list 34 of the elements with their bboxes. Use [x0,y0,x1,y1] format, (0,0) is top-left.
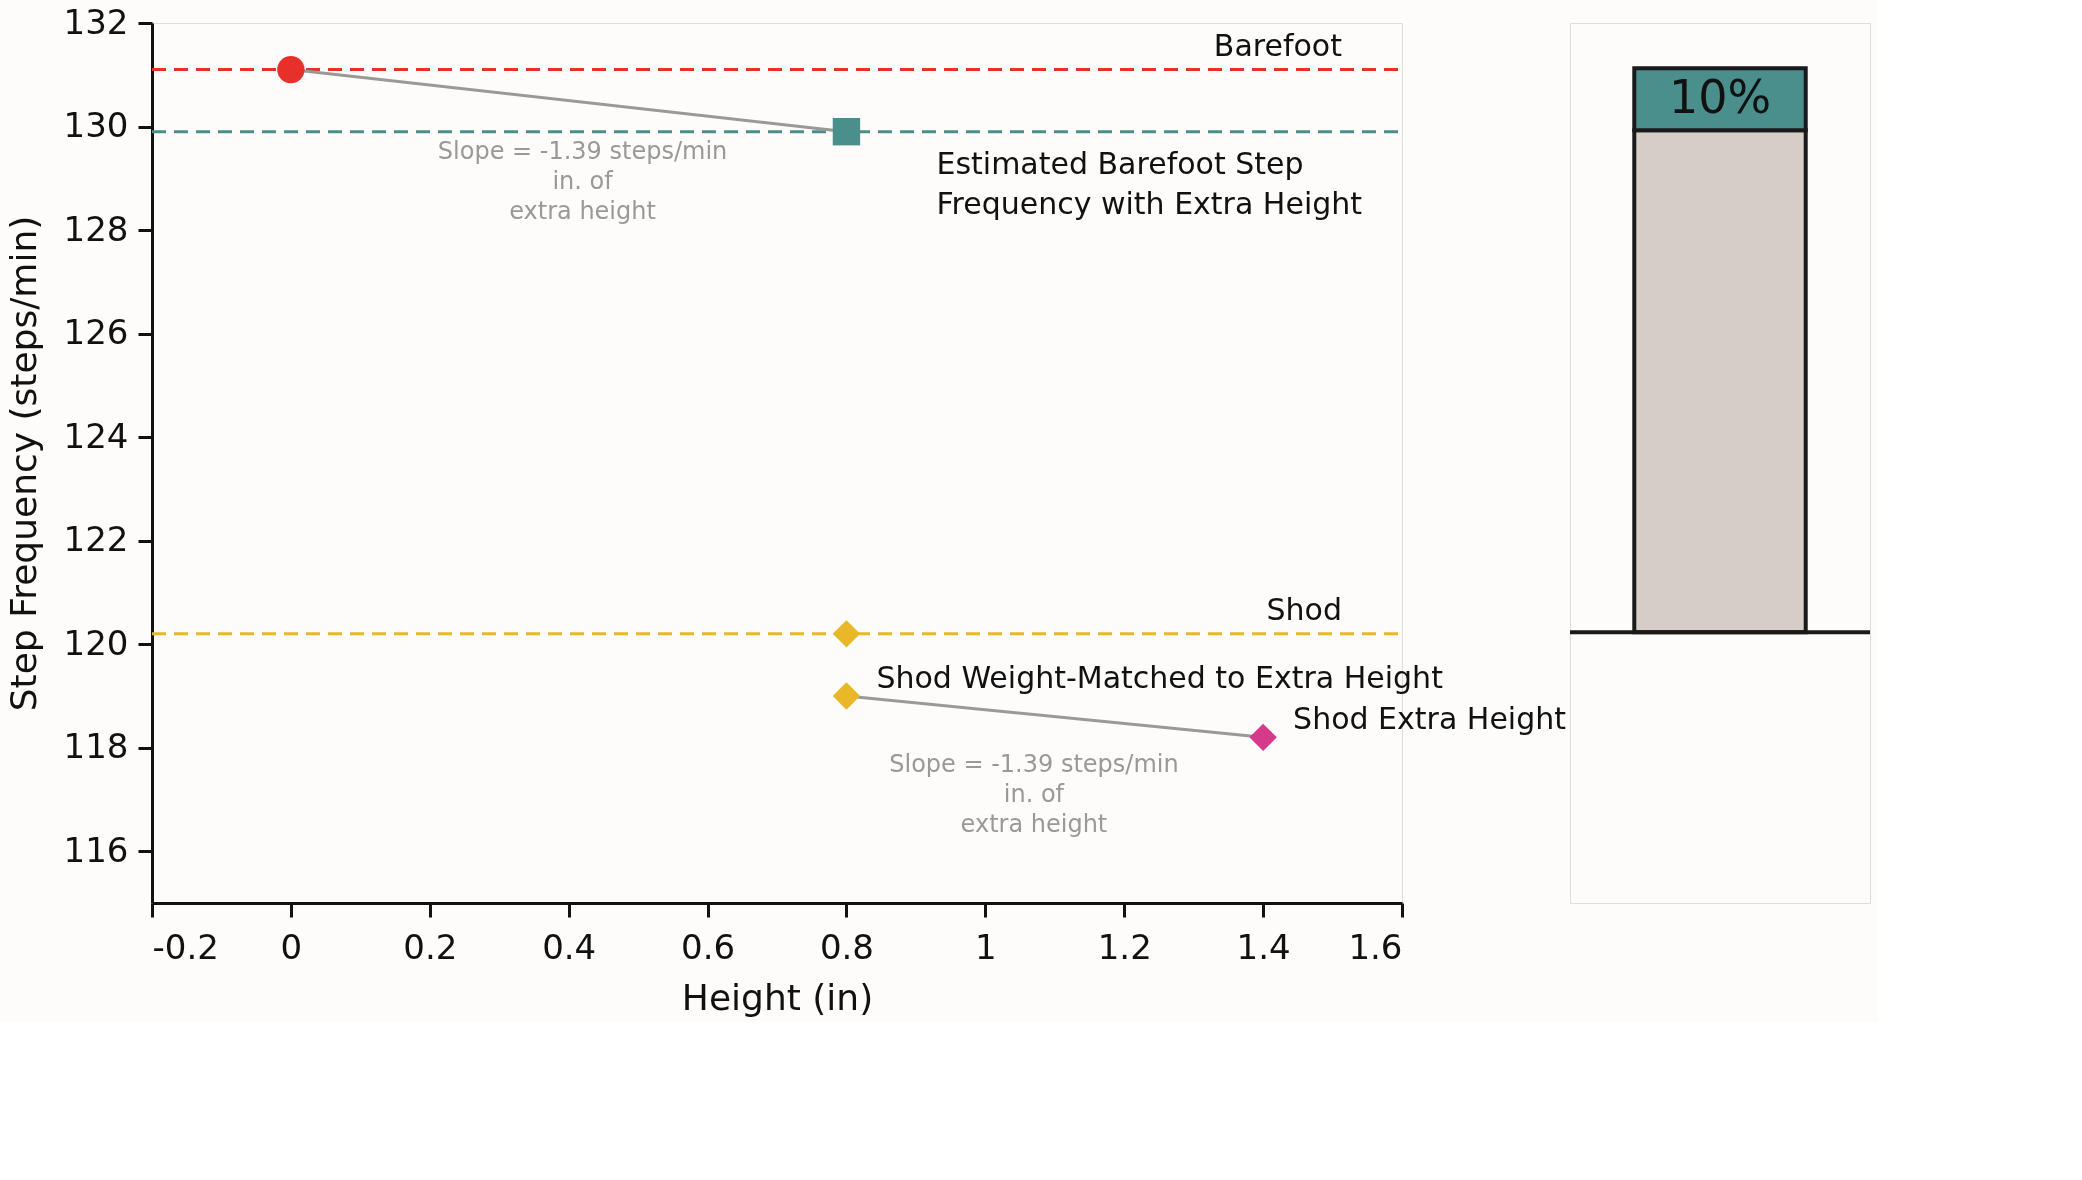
annotation: Slope = -1.39 steps/min in. of extra height [889,749,1179,838]
y-tick-label: 124 [63,415,129,456]
x-tick-label: 0.4 [542,926,597,967]
x-axis-title: Height (in) [681,976,874,1018]
x-tick-label: 0 [280,926,303,967]
y-tick-label: 116 [63,829,129,870]
y-tick-label: 122 [63,519,129,560]
point [832,620,861,648]
y-tick-label: 132 [63,1,129,42]
y-tick-label: 130 [63,105,129,146]
x-tick-label: 1.4 [1236,926,1291,967]
y-axis-title: Step Frequency (steps/min) [2,215,44,712]
x-tick-label: 1.2 [1097,926,1152,967]
annotation: Slope = -1.39 steps/min in. of extra height [437,137,728,226]
point [832,682,861,710]
x-tick-label: 1 [975,926,997,967]
annotation: 10% [1668,70,1772,125]
x-tick-label: 0.8 [819,926,874,967]
point [832,118,861,146]
x-tick-label: -0.2 [152,926,219,967]
series-label: Shod Weight-Matched to Extra Height [876,659,1444,695]
point [277,55,305,84]
y-tick-label: 118 [63,726,129,767]
x-tick-label: 0.2 [403,926,458,967]
x-tick-label: 0.6 [681,926,736,967]
ref-line-label: Shod [1266,591,1342,627]
y-tick-label: 128 [63,208,129,249]
series-label: Shod Extra Height [1293,701,1567,737]
y-tick-label: 120 [63,622,129,663]
y-tick-label: 126 [63,312,129,353]
text: Estimated Barefoot Step Frequency with Extra Height [936,145,1363,221]
x-tick-label: 1.6 [1348,926,1403,967]
point [1249,723,1277,752]
ref-line-label: Barefoot [1213,27,1343,63]
